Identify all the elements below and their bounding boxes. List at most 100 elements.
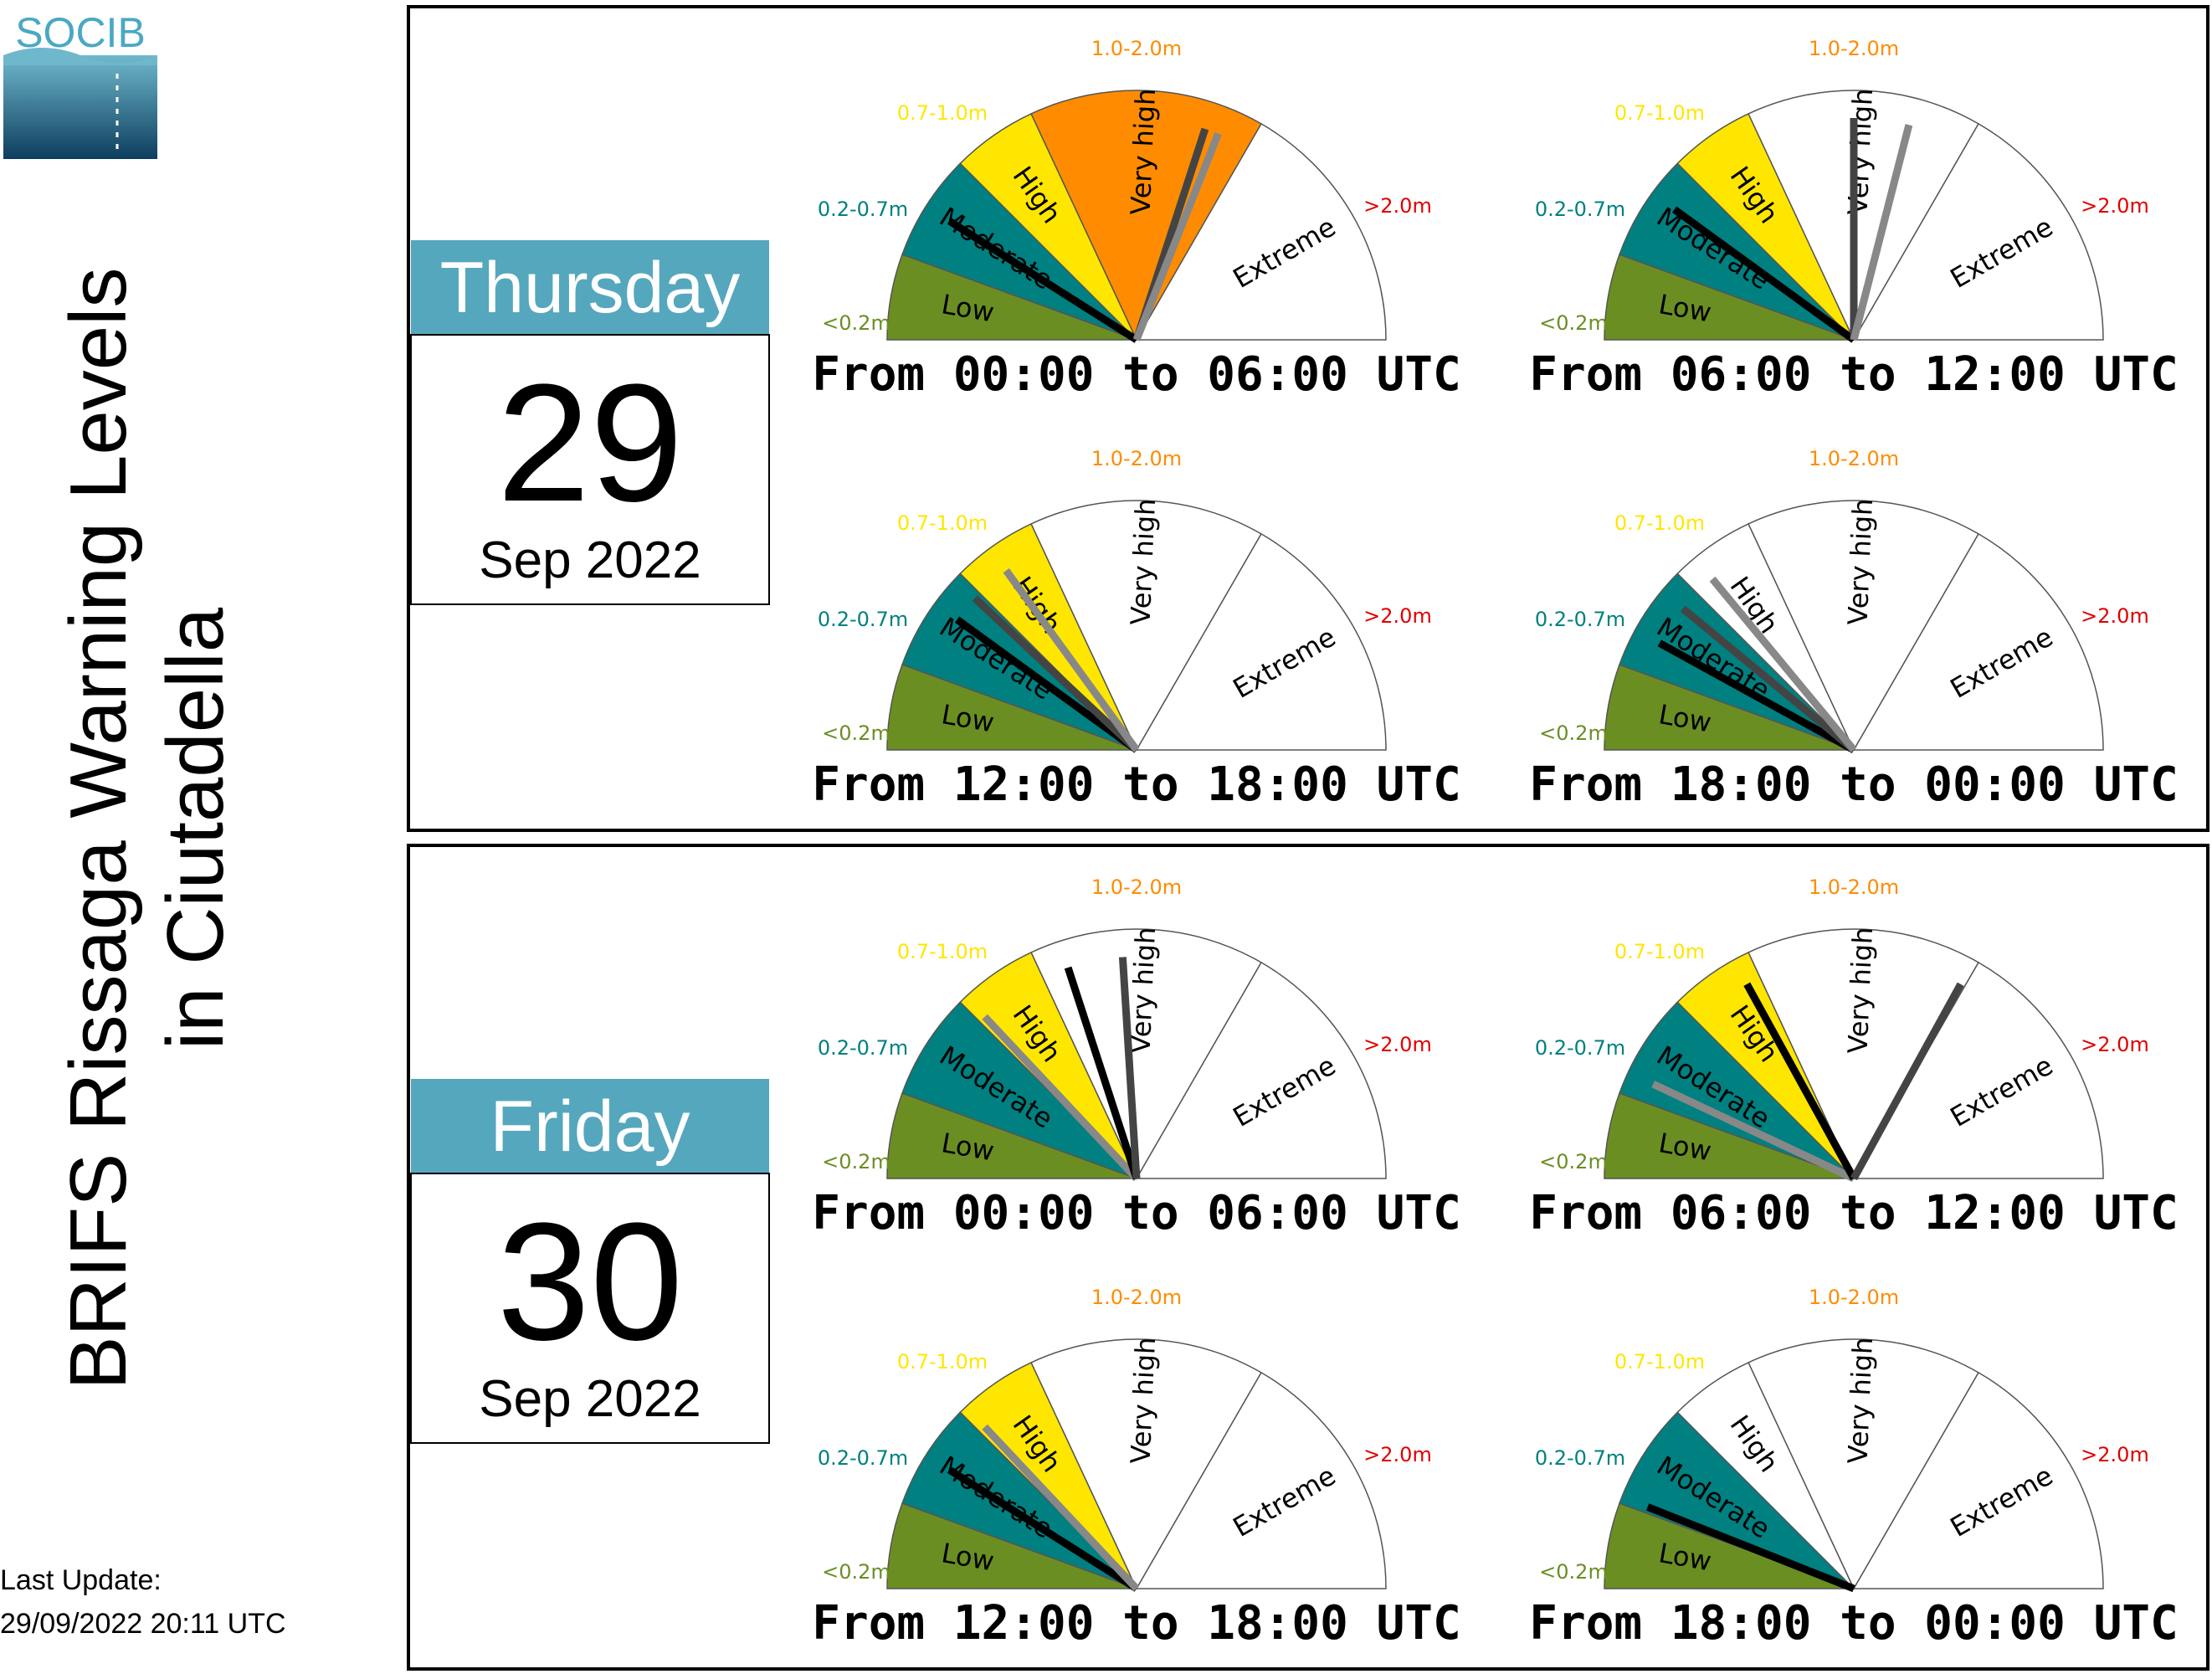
- threshold-label: 1.0-2.0m: [1809, 876, 1899, 899]
- category-label: Very high: [1842, 927, 1880, 1055]
- socib-logo: SOCIB: [3, 9, 157, 159]
- gauge-sector: [1852, 532, 2104, 751]
- threshold-label: 0.2-0.7m: [818, 1036, 908, 1060]
- threshold-label: 1.0-2.0m: [1091, 37, 1182, 60]
- threshold-label: 0.2-0.7m: [818, 1446, 908, 1470]
- threshold-label: >2.0m: [1363, 604, 1432, 628]
- gauge-needle: [1003, 567, 1140, 752]
- threshold-label: 0.2-0.7m: [818, 608, 908, 631]
- category-label: Very high: [1842, 498, 1880, 626]
- weekday-label: Friday: [490, 1086, 690, 1167]
- period-label: From 18:00 to 00:00 UTC: [1529, 757, 2178, 812]
- gauge-sector: [901, 162, 1137, 341]
- gauge-sector: [1852, 1371, 2104, 1589]
- last-update-value: 29/09/2022 20:11 UTC: [0, 1608, 286, 1640]
- threshold-label: >2.0m: [2081, 604, 2149, 628]
- threshold-label: >2.0m: [1363, 1443, 1432, 1466]
- threshold-label: 0.2-0.7m: [1535, 1036, 1625, 1060]
- category-label: Very high: [1125, 1337, 1162, 1465]
- gauge-needle: [947, 1466, 1139, 1592]
- period-label: From 12:00 to 18:00 UTC: [812, 1596, 1460, 1651]
- category-label: Very high: [1125, 498, 1162, 626]
- category-label: Very high: [1125, 88, 1162, 216]
- gauge-sector: [1030, 90, 1263, 341]
- threshold-label: 1.0-2.0m: [1091, 1286, 1182, 1309]
- threshold-label: 0.7-1.0m: [1614, 1350, 1705, 1374]
- day-number: 30: [497, 1189, 683, 1375]
- gauge-needle: [972, 595, 1140, 753]
- gauge-sector: [1748, 928, 1980, 1180]
- date-box: [410, 334, 770, 605]
- gauge-needle: [1709, 576, 1857, 752]
- gauge-needle: [1118, 957, 1141, 1179]
- category-label: Very high: [1842, 88, 1880, 216]
- gauge-needle: [1850, 124, 1913, 341]
- period-label: From 06:00 to 12:00 UTC: [1529, 347, 2178, 402]
- period-label: From 12:00 to 18:00 UTC: [812, 757, 1460, 812]
- threshold-label: 1.0-2.0m: [1091, 876, 1182, 899]
- gauge-needle: [1651, 1081, 1855, 1183]
- threshold-label: 0.7-1.0m: [897, 101, 988, 125]
- threshold-label: 0.2-0.7m: [1535, 198, 1625, 221]
- gauge-sector: [1619, 1001, 1855, 1179]
- threshold-label: 0.7-1.0m: [1614, 940, 1705, 963]
- gauge-sector: [1619, 1411, 1855, 1589]
- gauge-needle: [982, 1424, 1140, 1592]
- gauge-needle: [1064, 966, 1141, 1180]
- threshold-label: <0.2m: [822, 1560, 890, 1584]
- gauge-sector: [1748, 1338, 1980, 1590]
- threshold-label: <0.2m: [1539, 1150, 1608, 1173]
- threshold-label: >2.0m: [1363, 1033, 1432, 1056]
- last-update: Last Update: 29/09/2022 20:11 UTC: [0, 1558, 286, 1646]
- gauge-sector: [1030, 928, 1263, 1180]
- period-label: From 18:00 to 00:00 UTC: [1529, 1596, 2178, 1651]
- day-number: 29: [497, 350, 683, 537]
- gauge-sector: [1135, 532, 1387, 751]
- gauge-needle: [954, 616, 1139, 753]
- threshold-label: <0.2m: [1539, 1560, 1608, 1584]
- threshold-label: >2.0m: [2081, 1443, 2149, 1466]
- gauge-needle: [982, 1014, 1140, 1182]
- threshold-label: <0.2m: [822, 1150, 890, 1173]
- threshold-label: 0.7-1.0m: [897, 940, 988, 963]
- gauge-sector: [1852, 961, 2104, 1179]
- threshold-label: 0.7-1.0m: [897, 1350, 988, 1374]
- logo-text: SOCIB: [15, 9, 146, 56]
- threshold-label: >2.0m: [1363, 194, 1432, 218]
- gauge-needle: [1657, 639, 1856, 753]
- threshold-label: 1.0-2.0m: [1809, 1286, 1899, 1309]
- month-year: Sep 2022: [479, 1370, 701, 1428]
- threshold-label: 1.0-2.0m: [1809, 37, 1899, 60]
- gauge-sector: [1135, 1371, 1387, 1589]
- threshold-label: <0.2m: [1539, 311, 1608, 335]
- threshold-label: 1.0-2.0m: [1809, 447, 1899, 470]
- gauge-sector: [901, 1411, 1137, 1589]
- gauge-sector: [901, 1001, 1137, 1179]
- gauge-needle: [1680, 605, 1856, 753]
- gauge-needle: [1671, 206, 1856, 343]
- period-label: From 00:00 to 06:00 UTC: [812, 347, 1460, 402]
- threshold-label: <0.2m: [1539, 721, 1608, 745]
- day-frame: [407, 5, 2209, 832]
- gauge-sector: [1135, 122, 1387, 341]
- gauge-sector: [1030, 500, 1263, 752]
- threshold-label: 0.7-1.0m: [897, 511, 988, 535]
- gauge-sector: [1748, 500, 1980, 752]
- threshold-label: >2.0m: [2081, 194, 2149, 218]
- category-label: Very high: [1842, 1337, 1880, 1465]
- weekday-header: [411, 240, 769, 335]
- threshold-label: <0.2m: [822, 311, 890, 335]
- period-label: From 00:00 to 06:00 UTC: [812, 1186, 1460, 1240]
- day-frame: [407, 844, 2209, 1671]
- threshold-label: <0.2m: [822, 721, 890, 745]
- date-box: [410, 1173, 770, 1444]
- threshold-label: 1.0-2.0m: [1091, 447, 1182, 470]
- weekday-label: Thursday: [440, 248, 741, 328]
